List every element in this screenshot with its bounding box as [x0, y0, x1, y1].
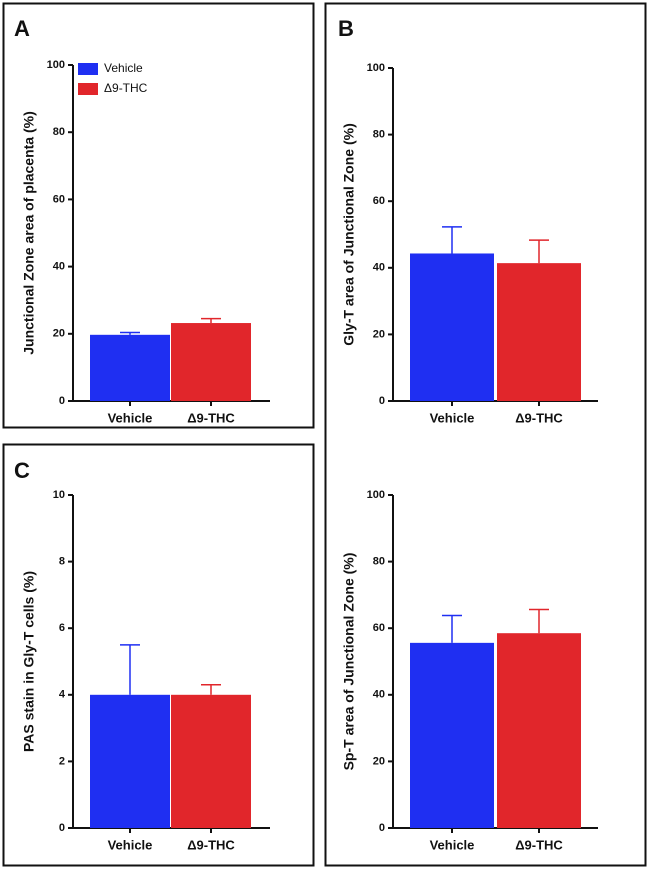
y-axis-title: Sp-T area of Junctional Zone (%) — [341, 553, 357, 771]
bar — [171, 694, 251, 828]
bar — [497, 633, 581, 828]
y-tick-label: 40 — [373, 689, 385, 701]
panel-box — [2, 443, 315, 867]
y-tick-label: 80 — [373, 556, 385, 568]
bar — [90, 334, 170, 401]
panel-label: C — [14, 458, 30, 483]
y-tick-label: 20 — [373, 328, 385, 340]
y-tick-label: 60 — [373, 622, 385, 634]
x-tick-label: Vehicle — [108, 837, 153, 852]
bar — [90, 694, 170, 828]
y-axis-title: Junctional Zone area of placenta (%) — [21, 111, 37, 355]
panel-box — [324, 2, 647, 867]
x-tick-label: Δ9-THC — [515, 410, 563, 425]
y-tick-label: 40 — [53, 261, 65, 273]
bar — [171, 323, 251, 401]
x-tick-label: Δ9-THC — [187, 837, 235, 852]
x-tick-label: Δ9-THC — [187, 410, 235, 425]
y-tick-label: 20 — [373, 755, 385, 767]
y-tick-label: 60 — [373, 195, 385, 207]
y-tick-label: 8 — [59, 556, 65, 568]
panel-label: A — [14, 16, 30, 41]
y-tick-label: 80 — [373, 129, 385, 141]
y-tick-label: 2 — [59, 755, 65, 767]
y-tick-label: 0 — [379, 822, 385, 834]
bar — [410, 642, 494, 828]
legend-swatch — [78, 83, 98, 95]
bar — [497, 263, 581, 401]
y-tick-label: 60 — [53, 193, 65, 205]
y-axis-title: Gly-T area of Junctional Zone (%) — [341, 123, 357, 345]
legend-label: Δ9-THC — [104, 81, 148, 95]
y-tick-label: 10 — [53, 489, 65, 501]
panel-box — [2, 2, 315, 429]
y-tick-label: 100 — [367, 489, 385, 501]
bar — [410, 253, 494, 401]
y-tick-label: 20 — [53, 328, 65, 340]
y-axis-title: PAS stain in Gly-T cells (%) — [21, 571, 37, 752]
x-tick-label: Δ9-THC — [515, 837, 563, 852]
y-tick-label: 0 — [59, 395, 65, 407]
y-tick-label: 100 — [367, 62, 385, 74]
y-tick-label: 4 — [59, 689, 66, 701]
y-tick-label: 80 — [53, 126, 65, 138]
y-tick-label: 6 — [59, 622, 65, 634]
y-tick-label: 0 — [59, 822, 65, 834]
y-tick-label: 100 — [47, 59, 65, 71]
y-tick-label: 40 — [373, 262, 385, 274]
panel-label: B — [338, 16, 354, 41]
legend-label: Vehicle — [104, 61, 143, 75]
x-tick-label: Vehicle — [430, 837, 475, 852]
x-tick-label: Vehicle — [430, 410, 475, 425]
x-tick-label: Vehicle — [108, 410, 153, 425]
y-tick-label: 0 — [379, 395, 385, 407]
legend-swatch — [78, 63, 98, 75]
